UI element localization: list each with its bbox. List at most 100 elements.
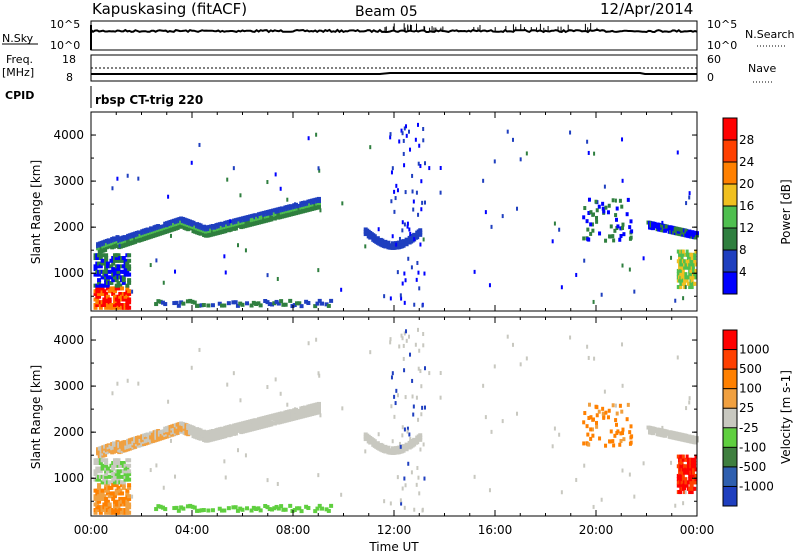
velocity-cell — [670, 460, 673, 465]
power-cell — [604, 205, 608, 210]
velocity-cell — [102, 494, 107, 499]
power-cell — [602, 209, 606, 214]
power-cell — [206, 303, 211, 308]
velocity-cell — [642, 461, 645, 466]
velocity-cell — [127, 510, 132, 515]
power-cell — [185, 299, 190, 304]
power-cell — [681, 252, 685, 257]
velocity-cell — [226, 382, 229, 387]
power-cell — [569, 130, 572, 135]
power-cell — [575, 272, 578, 277]
power-cell — [223, 254, 226, 259]
power-cell — [97, 294, 102, 299]
power-cell — [693, 259, 697, 264]
velocity-cell — [127, 502, 132, 507]
velocity-cell — [93, 496, 98, 501]
power-cell — [506, 129, 509, 134]
velocity-cell — [684, 467, 688, 472]
power-cell — [680, 256, 684, 261]
power-cell — [419, 242, 422, 247]
velocity-cell — [419, 369, 422, 374]
colorbar-tick-label: 24 — [739, 155, 754, 169]
velocity-cell — [416, 440, 419, 445]
velocity-cell — [127, 469, 132, 474]
velocity-scatter-cells — [93, 327, 699, 515]
velocity-cell — [198, 347, 201, 352]
velocity-cell — [493, 364, 496, 369]
power-cell — [274, 172, 277, 177]
power-cell — [125, 294, 130, 299]
time-tick-label: 08:00 — [276, 523, 311, 537]
velocity-cell — [664, 429, 669, 434]
velocity-cell — [683, 490, 687, 495]
velocity-cell — [591, 433, 595, 438]
velocity-cell — [687, 434, 692, 439]
power-cell — [490, 224, 493, 229]
power-cell — [390, 241, 395, 246]
velocity-cell — [185, 504, 190, 509]
velocity-cell — [688, 400, 691, 405]
power-cell — [114, 286, 119, 291]
velocity-cell — [686, 470, 690, 475]
velocity-cell — [97, 483, 102, 488]
power-cell — [410, 265, 413, 270]
velocity-cell — [417, 475, 420, 480]
power-cell — [612, 238, 616, 243]
power-cell — [688, 262, 692, 267]
power-scatter-cells — [93, 122, 699, 310]
power-cell — [406, 221, 409, 226]
velocity-cell — [613, 433, 617, 438]
power-cell — [102, 289, 107, 294]
power-cell — [203, 231, 208, 236]
power-cell — [484, 210, 487, 215]
velocity-cell — [276, 481, 279, 486]
velocity-cell — [678, 461, 682, 466]
power-cell — [619, 226, 623, 231]
power-cell — [228, 227, 233, 232]
velocity-cell — [240, 507, 245, 512]
velocity-cell — [597, 409, 601, 414]
velocity-cell — [694, 473, 698, 478]
power-cell — [418, 286, 421, 291]
power-cell — [231, 300, 236, 305]
power-cell — [100, 283, 105, 288]
power-cell — [401, 281, 404, 286]
velocity-cell — [587, 442, 591, 447]
velocity-cell — [390, 448, 395, 453]
power-cell — [681, 272, 685, 277]
velocity-cell — [375, 441, 380, 446]
velocity-cell — [112, 499, 117, 504]
velocity-cell — [621, 383, 624, 388]
velocity-cell — [109, 474, 114, 479]
velocity-cell — [415, 482, 418, 487]
power-cell — [372, 234, 377, 239]
power-cell — [306, 301, 311, 306]
power-cell — [423, 271, 426, 276]
velocity-cell — [404, 447, 409, 452]
power-cell — [398, 139, 401, 144]
velocity-cell — [190, 504, 195, 509]
velocity-cell — [127, 505, 132, 510]
velocity-cell — [116, 485, 121, 490]
station-title: Kapuskasing (fitACF) — [92, 0, 247, 18]
power-cell — [125, 261, 130, 266]
velocity-cell — [693, 461, 697, 466]
velocity-cell — [693, 486, 697, 491]
power-cell — [399, 293, 402, 298]
colorbar-segment — [723, 206, 737, 229]
velocity-cell — [223, 434, 228, 439]
power-cell — [111, 261, 116, 266]
power-cell — [606, 210, 610, 215]
power-cell — [95, 303, 100, 308]
velocity-cell — [621, 427, 625, 432]
velocity-cell — [174, 474, 177, 479]
velocity-cell — [295, 506, 300, 511]
velocity-cell — [622, 437, 626, 442]
power-cell — [693, 252, 697, 257]
power-cell — [587, 150, 590, 155]
velocity-cell — [169, 438, 172, 443]
power-cell — [402, 138, 405, 143]
velocity-ylabel: Slant Range [km] — [29, 365, 43, 469]
power-cell — [192, 300, 197, 305]
power-cell — [587, 210, 591, 215]
